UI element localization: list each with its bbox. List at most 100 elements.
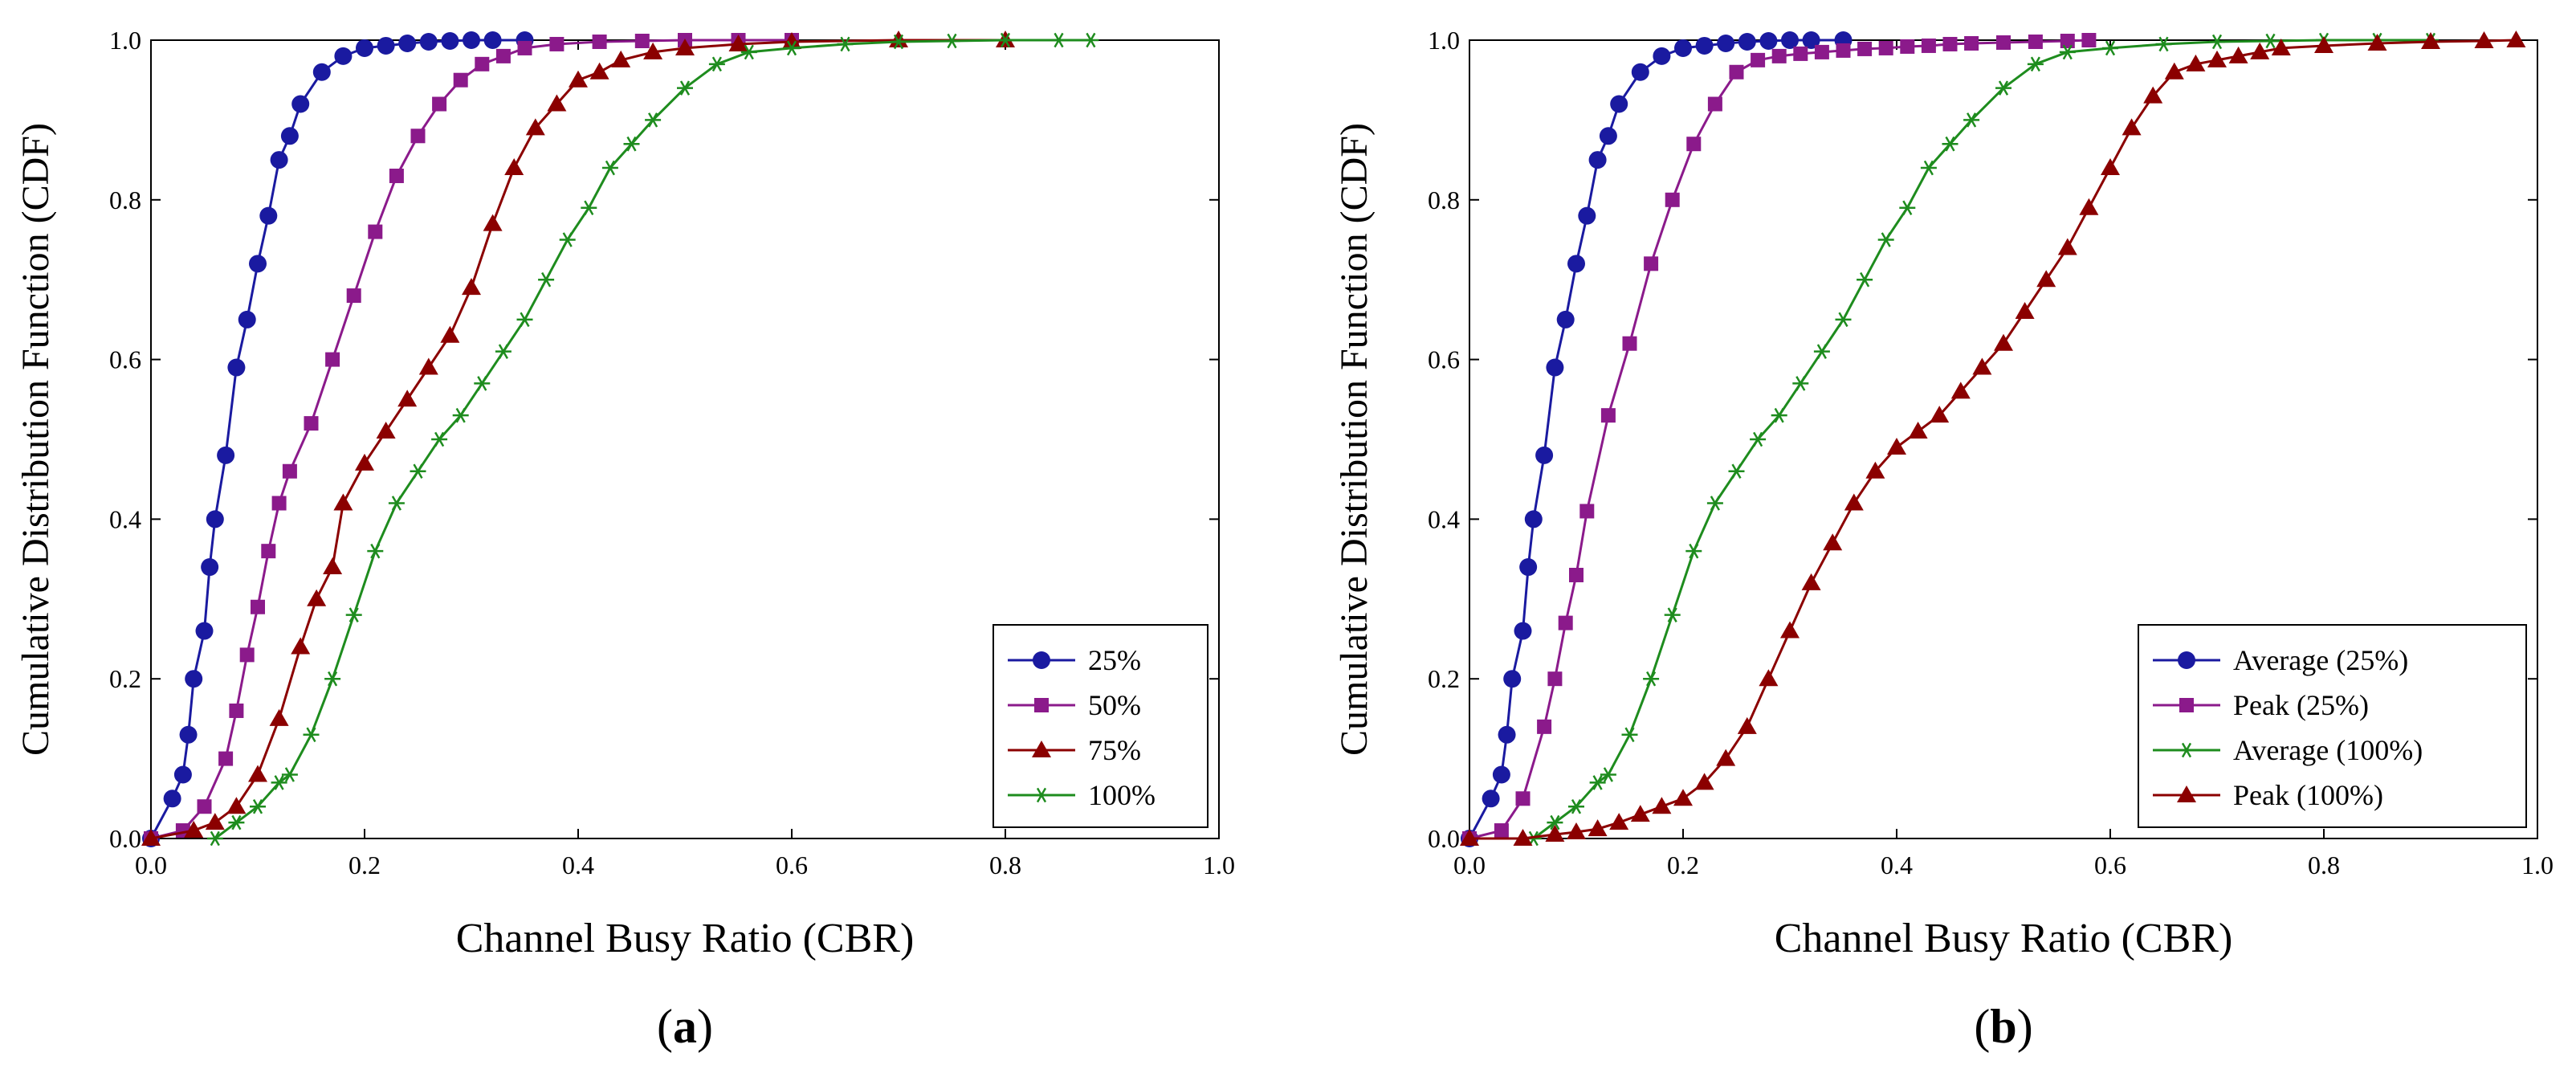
- data-point-b-peak-100-32: [2186, 54, 2206, 71]
- data-point-a-75-24: [675, 38, 695, 55]
- data-point-a-75-22: [611, 50, 631, 67]
- series-a-25: [142, 31, 534, 847]
- legend-marker-a-100: [1033, 787, 1050, 803]
- series-line-b-average-25: [1468, 39, 1844, 839]
- data-point-b-peak-25-13: [1707, 96, 1722, 112]
- data-point-a-50-20: [517, 40, 532, 55]
- data-point-a-100-31: [1082, 32, 1099, 48]
- data-point-a-75-8: [323, 557, 343, 575]
- data-point-a-75-7: [307, 589, 327, 606]
- data-point-b-average-25-3: [1498, 725, 1516, 744]
- data-point-b-peak-100-33: [2207, 50, 2227, 67]
- x-tick-label-a-4: 0.8: [989, 851, 1021, 879]
- data-point-a-75-6: [291, 637, 311, 655]
- data-point-a-50-21: [549, 36, 565, 51]
- data-point-a-75-27: [889, 31, 908, 47]
- data-point-a-75-14: [440, 325, 460, 343]
- data-point-b-average-100-15: [1835, 312, 1852, 328]
- data-point-a-25-10: [238, 310, 256, 328]
- data-point-a-25-18: [356, 39, 373, 57]
- legend-label-b-average-25: Average (25%): [2233, 644, 2408, 676]
- data-point-a-75-11: [376, 422, 396, 439]
- data-point-b-average-100-2: [1568, 798, 1584, 814]
- data-point-b-average-100-6: [1643, 671, 1660, 687]
- y-tick-label-b-1: 0.2: [1428, 664, 1460, 693]
- data-point-b-peak-100-7: [1652, 797, 1672, 814]
- data-point-b-peak-100-24: [2015, 301, 2035, 319]
- legend-label-b-average-100: Average (100%): [2233, 734, 2423, 766]
- data-point-b-average-25-13: [1588, 151, 1607, 169]
- data-point-a-25-12: [259, 206, 278, 225]
- data-point-b-average-25-6: [1519, 558, 1538, 577]
- data-point-a-100-5: [303, 727, 320, 743]
- data-point-b-average-100-4: [1600, 767, 1616, 782]
- data-point-b-peak-100-18: [1887, 437, 1906, 455]
- chart-panel-b: 0.0 0.2 0.4 0.6 0.8 1.0 0.0 0.2 0.4 0.6 0.8 1.0 Cu…: [1333, 26, 2554, 1053]
- data-point-a-100-9: [388, 496, 405, 511]
- data-point-a-25-2: [173, 765, 192, 784]
- data-point-a-25-15: [291, 95, 310, 113]
- data-point-a-100-19: [601, 160, 618, 176]
- series-b-average-100: [1525, 32, 2439, 847]
- data-point-a-50-17: [453, 72, 468, 88]
- panel-label-a: (a): [657, 1000, 713, 1053]
- data-point-a-75-2: [205, 813, 225, 830]
- data-point-b-peak-25-23: [1921, 38, 1936, 53]
- y-ticks-b: 0.0 0.2 0.4 0.6 0.8 1.0: [1428, 26, 2537, 853]
- x-tick-label-b-0: 0.0: [1453, 851, 1486, 879]
- legend-label-a-100: 100%: [1088, 779, 1156, 811]
- panel-label-b: (b): [1974, 1000, 2032, 1053]
- data-point-a-50-4: [229, 703, 244, 718]
- x-tick-label-b-1: 0.2: [1667, 851, 1699, 879]
- panel-label-b-open: (: [1974, 1000, 1990, 1053]
- data-point-b-peak-25-22: [1900, 39, 1915, 54]
- data-point-a-25-3: [179, 725, 198, 744]
- data-point-a-25-6: [201, 558, 219, 577]
- data-point-a-75-4: [248, 765, 267, 782]
- y-ticks-a: 0.0 0.2 0.4 0.6 0.8 1.0: [109, 26, 1219, 853]
- panel-label-b-close: ): [2017, 1000, 2033, 1053]
- data-point-b-peak-25-1: [1494, 823, 1509, 838]
- data-point-b-peak-25-24: [1942, 36, 1958, 51]
- data-point-a-50-15: [410, 129, 426, 144]
- series-line-a-25: [149, 39, 525, 839]
- y-tick-label-b-0: 0.0: [1428, 824, 1460, 853]
- x-tick-label-b-5: 1.0: [2521, 851, 2554, 879]
- data-point-a-25-8: [217, 446, 235, 464]
- legend-a: 25% 50% 75% 100%: [992, 624, 1209, 828]
- data-point-a-25-24: [483, 31, 502, 49]
- series-b-peak-100: [1460, 31, 2526, 846]
- data-point-b-average-25-1: [1482, 790, 1500, 808]
- data-point-a-25-1: [163, 790, 181, 808]
- x-ticks-a: 0.0 0.2 0.4 0.6 0.8 1.0: [135, 40, 1235, 879]
- legend-box-a: [992, 624, 1209, 828]
- data-point-a-75-25: [728, 34, 748, 51]
- data-point-b-peak-100-8: [1673, 789, 1693, 806]
- data-point-b-peak-100-34: [2228, 46, 2248, 63]
- data-point-b-peak-25-8: [1600, 408, 1616, 423]
- data-point-a-50-10: [304, 416, 319, 431]
- data-point-a-100-2: [250, 798, 266, 814]
- data-point-b-peak-100-39: [2421, 31, 2440, 49]
- data-point-b-peak-25-2: [1515, 791, 1531, 806]
- data-point-b-peak-25-5: [1558, 615, 1573, 630]
- data-point-b-average-25-2: [1492, 765, 1510, 784]
- data-point-b-peak-25-6: [1569, 567, 1584, 582]
- x-tick-label-b-4: 0.8: [2308, 851, 2340, 879]
- data-point-a-75-12: [397, 390, 418, 407]
- data-point-b-peak-25-18: [1814, 44, 1829, 59]
- data-point-b-peak-25-12: [1686, 137, 1702, 152]
- data-point-a-25-21: [419, 32, 438, 51]
- data-point-a-50-12: [346, 288, 361, 304]
- data-point-a-100-18: [581, 200, 597, 216]
- data-point-a-75-3: [226, 797, 247, 814]
- data-point-b-average-100-8: [1685, 543, 1702, 559]
- data-point-b-peak-100-26: [2057, 238, 2077, 255]
- legend-marker-b-peak-100: [2177, 785, 2196, 802]
- legend-b: Average (25%) Peak (25%) Average (100%) Pea…: [2138, 624, 2527, 828]
- x-tick-label-a-0: 0.0: [135, 851, 167, 879]
- legend-label-b-peak-100: Peak (100%): [2233, 779, 2383, 811]
- data-point-b-peak-100-38: [2367, 33, 2387, 51]
- data-point-b-peak-25-4: [1547, 671, 1563, 687]
